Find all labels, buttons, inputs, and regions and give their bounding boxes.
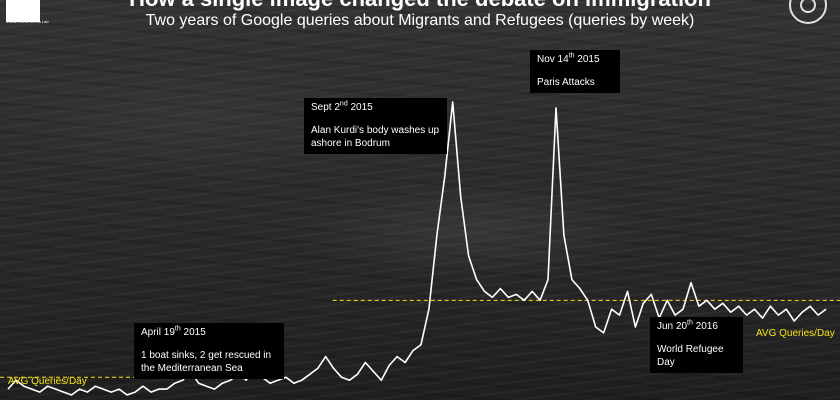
annotation-jun-2016: Jun 20th 2016 World Refugee Day: [650, 317, 743, 373]
annotation-date: Sept 2nd 2015: [311, 100, 373, 113]
chart-title: How a single image changed the debate on…: [0, 0, 840, 12]
annotation-date: Jun 20th 2016: [657, 319, 718, 332]
annotation-text: Alan Kurdi's body washes up ashore in Bo…: [311, 125, 440, 149]
queries-series-line: [7, 101, 827, 396]
annotation-nov-2015: Nov 14th 2015 Paris Attacks: [530, 50, 620, 93]
annotation-text: 1 boat sinks, 2 get rescued in the Medit…: [141, 350, 272, 374]
annotation-text: Paris Attacks: [537, 77, 595, 88]
annotation-text: World Refugee Day: [657, 344, 724, 368]
logo-text: Visual Social Media Lab: [6, 19, 49, 24]
camera-lens-inner: [800, 0, 816, 13]
annotation-date: April 19th 2015: [141, 325, 206, 338]
annotation-april-2015: April 19th 2015 1 boat sinks, 2 get resc…: [134, 323, 284, 379]
chart-subtitle: Two years of Google queries about Migran…: [145, 12, 695, 29]
avg-label-before: AVG Queries/Day: [8, 376, 87, 387]
logo: [6, 0, 40, 22]
avg-label-after: AVG Queries/Day: [756, 328, 835, 339]
annotation-sept-2015: Sept 2nd 2015 Alan Kurdi's body washes u…: [304, 98, 447, 154]
annotation-date: Nov 14th 2015: [537, 52, 600, 65]
